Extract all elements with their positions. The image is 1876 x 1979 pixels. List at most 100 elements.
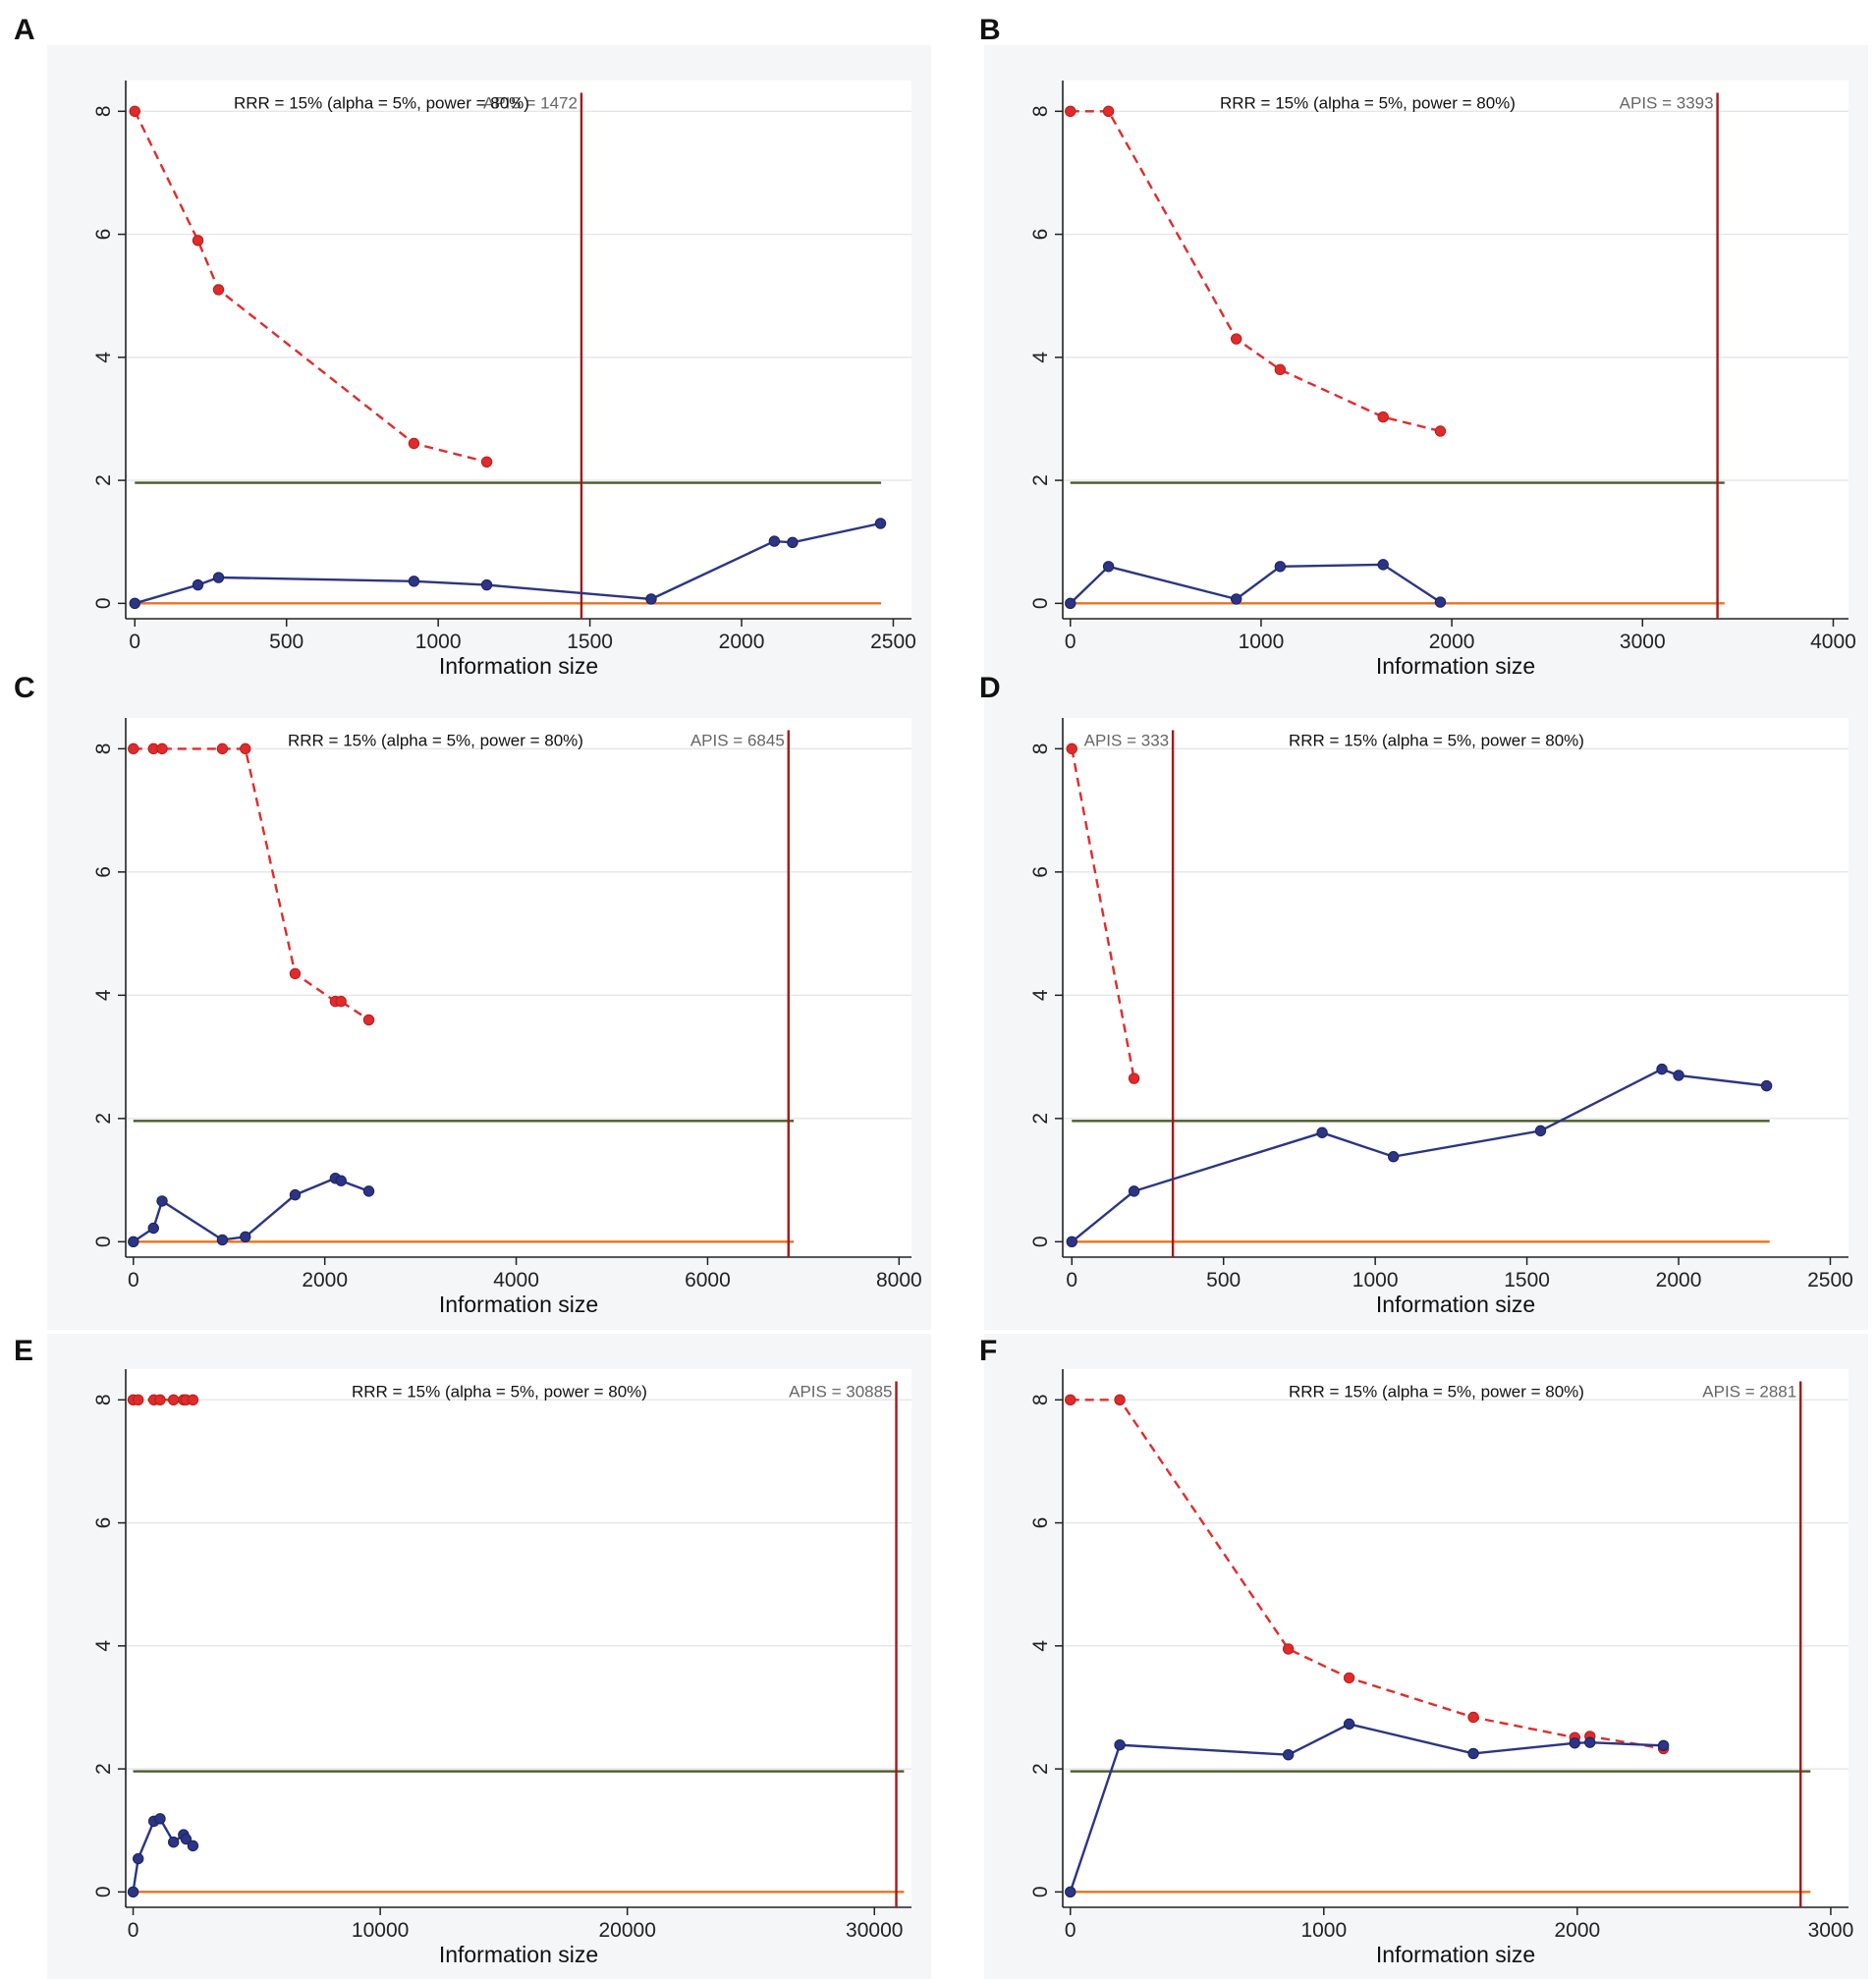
y-tick-label: 8 <box>92 105 115 117</box>
z_curve-point <box>154 1813 166 1825</box>
panel-letter: A <box>14 14 35 46</box>
z_curve-point <box>1274 561 1287 573</box>
x-axis-title: Information size <box>1376 1292 1535 1317</box>
x-tick-label: 2000 <box>719 631 765 653</box>
plot-area <box>1063 718 1848 1257</box>
panel-letter: E <box>14 1335 33 1367</box>
boundary-point <box>1102 105 1115 118</box>
boundary-point <box>1128 1072 1140 1084</box>
rrr-annotation: RRR = 15% (alpha = 5%, power = 80%) <box>352 1383 647 1402</box>
x-tick-label: 2500 <box>870 631 916 653</box>
panel-e: E 0 2 4 6 8 0 10000 20000 30000 Information size AP… <box>14 1334 931 1979</box>
y-tick-label: 4 <box>1029 989 1052 1001</box>
y-tick-label: 4 <box>1029 352 1052 363</box>
boundary-point <box>362 1014 375 1026</box>
z_curve-point <box>1434 596 1447 608</box>
x-tick-label: 1000 <box>415 631 462 653</box>
apis-label: APIS = 333 <box>1084 732 1169 750</box>
z_curve-point <box>1282 1748 1295 1761</box>
y-tick-label: 4 <box>1029 1640 1052 1652</box>
y-tick-label: 8 <box>92 743 115 755</box>
boundary-point <box>1066 742 1077 755</box>
y-tick-label: 0 <box>1029 597 1052 609</box>
boundary-point <box>154 1394 166 1406</box>
panel-b: B 0 2 4 6 8 0 1000 2000 3000 4000 Information size A… <box>979 14 1868 691</box>
z_curve-point <box>408 576 420 587</box>
z_curve-point <box>480 578 493 591</box>
boundary-line <box>1071 748 1135 1079</box>
z_curve-point <box>1656 1063 1668 1075</box>
z_curve-line <box>1069 563 1442 605</box>
z_curve-point <box>1467 1747 1479 1760</box>
z_curve-point <box>1065 1886 1076 1898</box>
z_curve-point <box>874 518 887 529</box>
z_curve-point <box>129 597 140 610</box>
y-tick-label: 0 <box>92 1886 115 1897</box>
z_curve-point <box>212 572 225 583</box>
z_curve-point <box>167 1836 180 1848</box>
z_curve-point <box>187 1840 199 1852</box>
z_curve-point <box>335 1175 347 1186</box>
apis-label: APIS = 2881 <box>1702 1383 1796 1402</box>
z_curve-point <box>127 1886 139 1898</box>
z_curve-point <box>1066 1236 1077 1248</box>
boundary-point <box>128 742 139 755</box>
y-tick-label: 6 <box>1029 229 1052 241</box>
x-tick-label: 1000 <box>1352 1269 1399 1292</box>
z_curve-point <box>156 1195 168 1207</box>
boundary-point <box>212 284 225 296</box>
plot-area <box>126 81 911 619</box>
z_curve-point <box>1316 1127 1328 1138</box>
z_curve-point <box>192 578 204 591</box>
boundary-point <box>1377 411 1389 423</box>
x-tick-label: 0 <box>1065 1919 1076 1942</box>
z_curve-point <box>128 1236 139 1248</box>
y-tick-label: 8 <box>92 1394 115 1405</box>
x-axis-title: Information size <box>1376 653 1535 679</box>
y-tick-label: 6 <box>92 866 115 878</box>
x-tick-label: 0 <box>1065 631 1076 653</box>
y-tick-label: 2 <box>1029 1113 1052 1125</box>
panel-c: C 0 2 4 6 8 0 2000 4000 6000 8000 Information size A… <box>14 672 931 1330</box>
boundary-point <box>1282 1643 1295 1655</box>
boundary-point <box>129 105 140 118</box>
y-tick-label: 2 <box>92 474 115 486</box>
x-tick-label: 1500 <box>1504 1269 1550 1292</box>
y-tick-label: 2 <box>92 1763 115 1775</box>
x-axis-title: Information size <box>439 1292 598 1317</box>
x-tick-label: 500 <box>269 631 303 653</box>
boundary-point <box>216 742 229 755</box>
panel-f: F 0 2 4 6 8 0 1000 2000 3000 Information size APIS … <box>979 1334 1868 1979</box>
z_curve-point <box>147 1222 159 1235</box>
boundary-point <box>1230 333 1242 345</box>
boundary-point <box>408 437 420 450</box>
x-tick-label: 0 <box>129 631 140 653</box>
x-tick-label: 4000 <box>1810 631 1856 653</box>
x-tick-label: 8000 <box>876 1269 922 1292</box>
z_curve-point <box>1673 1070 1684 1081</box>
apis-label: APIS = 30885 <box>789 1383 892 1402</box>
boundary-point <box>1274 363 1287 376</box>
plot-area <box>126 718 911 1257</box>
boundary-point <box>1065 105 1076 118</box>
x-tick-label: 30000 <box>846 1919 903 1942</box>
panel-letter: B <box>979 14 1001 46</box>
rrr-annotation: RRR = 15% (alpha = 5%, power = 80%) <box>234 94 529 113</box>
z_curve-point <box>1230 593 1242 605</box>
y-tick-label: 4 <box>92 1640 115 1652</box>
y-tick-label: 0 <box>92 597 115 609</box>
boundary-point <box>1343 1672 1355 1684</box>
y-tick-label: 2 <box>92 1113 115 1125</box>
x-tick-label: 0 <box>128 1269 139 1292</box>
y-tick-label: 6 <box>92 1517 115 1529</box>
apis-label: APIS = 6845 <box>690 732 785 750</box>
z_curve-point <box>216 1234 229 1246</box>
y-tick-label: 0 <box>92 1236 115 1247</box>
panel-letter: C <box>14 672 35 704</box>
x-tick-label: 1500 <box>567 631 613 653</box>
rrr-annotation: RRR = 15% (alpha = 5%, power = 80%) <box>288 732 583 750</box>
x-tick-label: 0 <box>1066 1269 1077 1292</box>
z_curve-point <box>1128 1185 1140 1197</box>
boundary-point <box>1467 1711 1479 1724</box>
z_curve-point <box>1387 1151 1400 1163</box>
